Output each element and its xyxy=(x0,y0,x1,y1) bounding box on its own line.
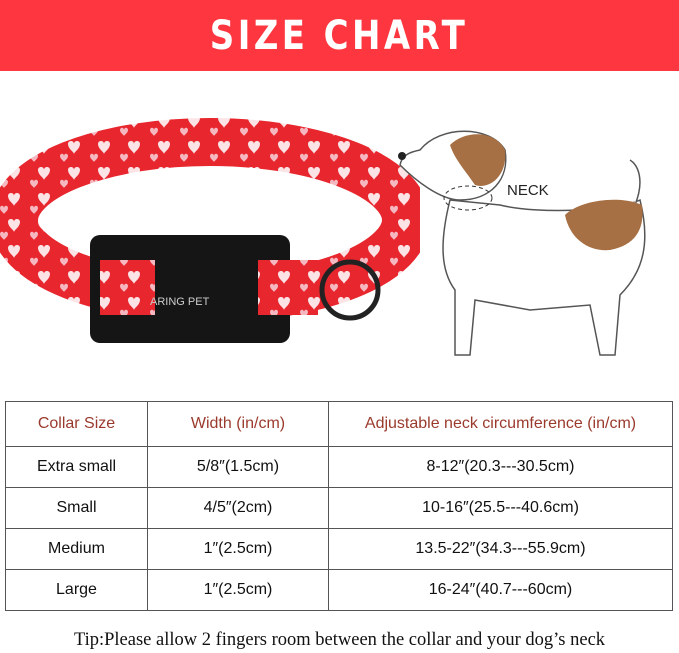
table-header-row: Collar Size Width (in/cm) Adjustable nec… xyxy=(5,401,673,447)
cell-size: Medium xyxy=(5,528,148,570)
cell-size: Large xyxy=(5,569,148,611)
header-collar-size: Collar Size xyxy=(5,401,148,447)
dog-head-patch xyxy=(450,134,506,186)
neck-label: NECK xyxy=(507,182,549,199)
cell-width: 1″(2.5cm) xyxy=(147,569,329,611)
tip-text: Tip:Please allow 2 fingers room between … xyxy=(73,630,606,650)
cell-neck: 8-12″(20.3---30.5cm) xyxy=(328,446,673,488)
cell-width: 4/5″(2cm) xyxy=(147,487,329,529)
table-row: Large 1″(2.5cm) 16-24″(40.7---60cm) xyxy=(5,569,673,611)
brand-logo: ARING PET xyxy=(150,296,210,308)
header-neck-circumference: Adjustable neck circumference (in/cm) xyxy=(328,401,673,447)
header-width: Width (in/cm) xyxy=(147,401,329,447)
cell-neck: 13.5-22″(34.3---55.9cm) xyxy=(328,528,673,570)
cell-width: 5/8″(1.5cm) xyxy=(147,446,329,488)
neck-measure-line xyxy=(443,185,493,211)
table-row: Extra small 5/8″(1.5cm) 8-12″(20.3---30.… xyxy=(5,446,673,488)
size-table: Collar Size Width (in/cm) Adjustable nec… xyxy=(5,401,673,611)
cell-width: 1″(2.5cm) xyxy=(147,528,329,570)
cell-neck: 16-24″(40.7---60cm) xyxy=(328,569,673,611)
dog-illustration xyxy=(398,130,646,356)
d-ring-icon xyxy=(319,259,381,321)
table-row: Medium 1″(2.5cm) 13.5-22″(34.3---55.9cm) xyxy=(5,528,673,570)
banner-title: SIZE CHART xyxy=(210,12,469,59)
cell-size: Small xyxy=(5,487,148,529)
collar-photo: ARING PET xyxy=(0,118,420,343)
dog-back-patch xyxy=(565,199,643,251)
cell-neck: 10-16″(25.5---40.6cm) xyxy=(328,487,673,529)
banner: SIZE CHART xyxy=(0,0,679,71)
table-row: Small 4/5″(2cm) 10-16″(25.5---40.6cm) xyxy=(5,487,673,529)
cell-size: Extra small xyxy=(5,446,148,488)
